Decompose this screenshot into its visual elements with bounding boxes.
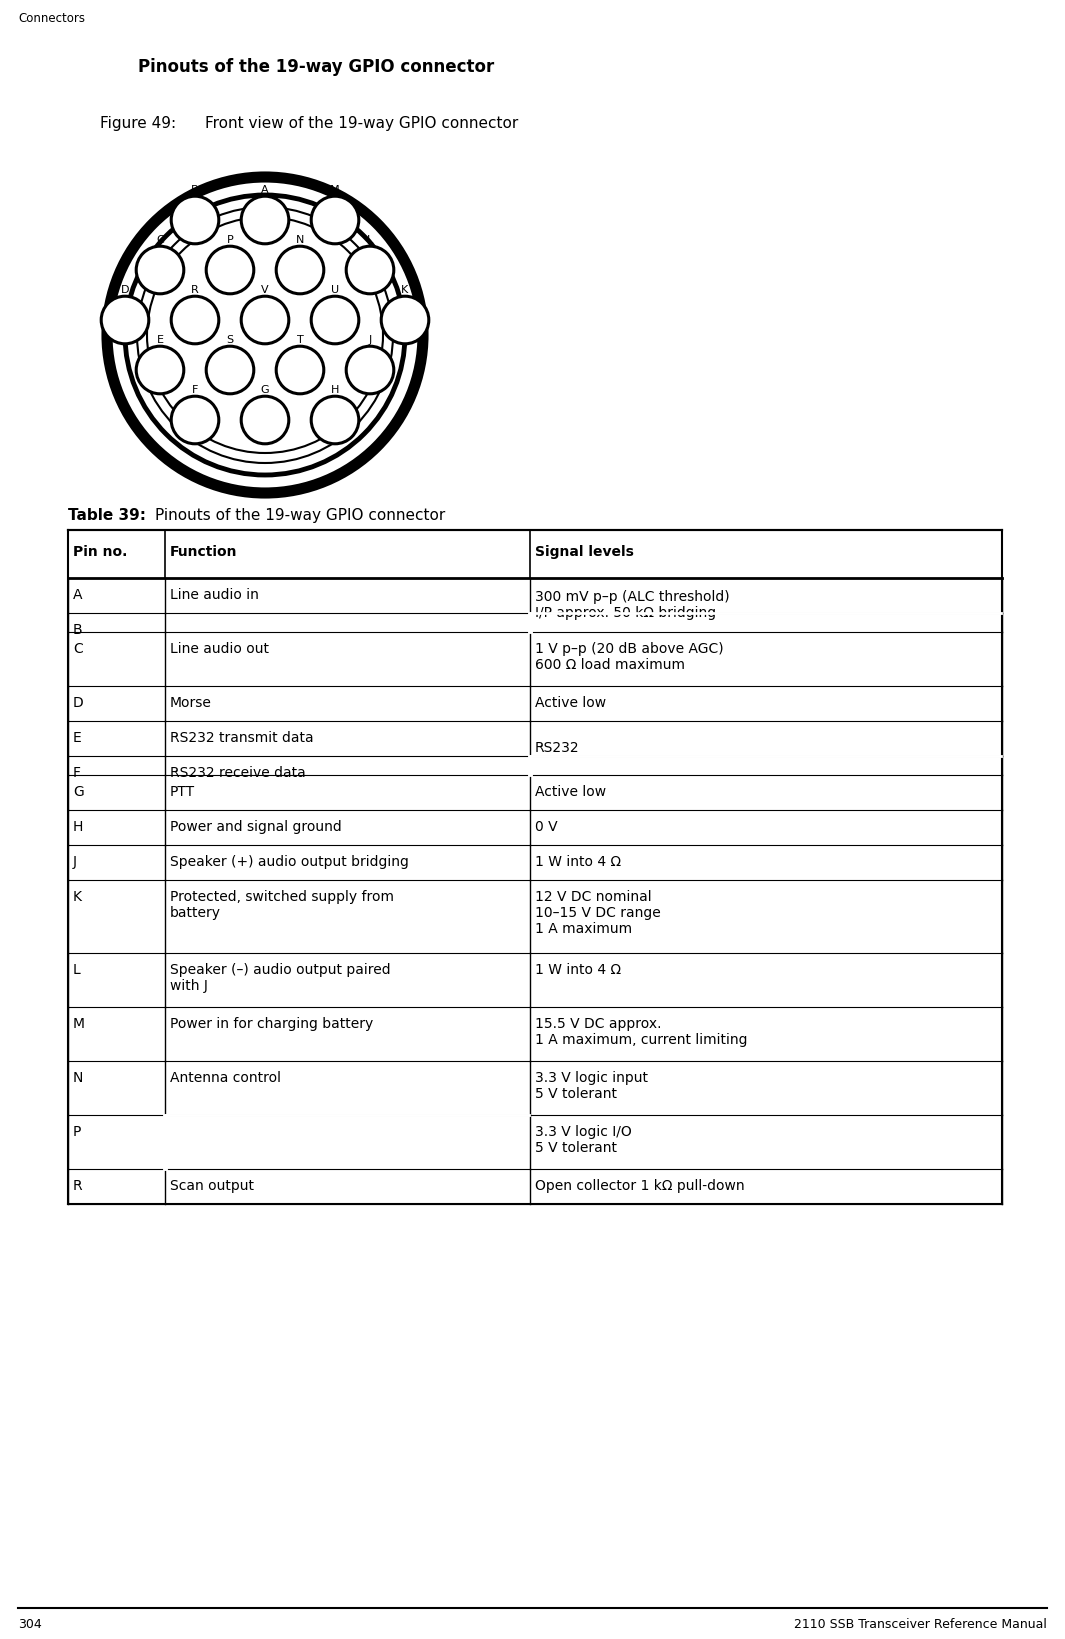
- Text: T: T: [297, 336, 304, 346]
- Text: Active low: Active low: [535, 697, 606, 710]
- Text: Connectors: Connectors: [18, 11, 85, 25]
- Text: G: G: [73, 785, 84, 798]
- Text: 304: 304: [18, 1618, 42, 1631]
- Text: F: F: [192, 385, 198, 395]
- Text: J: J: [368, 336, 372, 346]
- Text: 1 W into 4 Ω: 1 W into 4 Ω: [535, 964, 621, 977]
- Text: 3.3 V logic I/O
5 V tolerant: 3.3 V logic I/O 5 V tolerant: [535, 1124, 632, 1155]
- Text: K: K: [402, 285, 409, 295]
- Text: Table 39:: Table 39:: [68, 508, 146, 523]
- Circle shape: [171, 197, 218, 244]
- Text: 15.5 V DC approx.
1 A maximum, current limiting: 15.5 V DC approx. 1 A maximum, current l…: [535, 1018, 748, 1047]
- Text: Antenna control: Antenna control: [170, 1070, 281, 1085]
- Text: K: K: [73, 890, 82, 905]
- Text: J: J: [73, 856, 77, 869]
- Circle shape: [207, 346, 253, 393]
- Text: R: R: [73, 1178, 83, 1193]
- Text: Morse: Morse: [170, 697, 212, 710]
- Text: Power in for charging battery: Power in for charging battery: [170, 1018, 373, 1031]
- Text: PTT: PTT: [170, 785, 195, 798]
- Circle shape: [171, 297, 218, 344]
- Circle shape: [207, 246, 253, 293]
- Text: Power and signal ground: Power and signal ground: [170, 820, 342, 834]
- Text: Signal levels: Signal levels: [535, 544, 634, 559]
- Text: L: L: [73, 964, 81, 977]
- Text: Speaker (–) audio output paired
with J: Speaker (–) audio output paired with J: [170, 964, 391, 993]
- Text: P: P: [227, 236, 233, 246]
- Text: Function: Function: [170, 544, 237, 559]
- Circle shape: [311, 297, 359, 344]
- Text: D: D: [120, 285, 129, 295]
- Text: S: S: [227, 336, 233, 346]
- Text: U: U: [331, 285, 339, 295]
- Text: 12 V DC nominal
10–15 V DC range
1 A maximum: 12 V DC nominal 10–15 V DC range 1 A max…: [535, 890, 660, 936]
- Text: A: A: [261, 185, 268, 195]
- Circle shape: [276, 346, 324, 393]
- Text: RS232 receive data: RS232 receive data: [170, 765, 306, 780]
- Text: V: V: [261, 285, 268, 295]
- Text: A: A: [73, 588, 82, 602]
- Text: N: N: [296, 236, 305, 246]
- Text: 2110 SSB Transceiver Reference Manual: 2110 SSB Transceiver Reference Manual: [794, 1618, 1047, 1631]
- Text: P: P: [73, 1124, 81, 1139]
- Circle shape: [381, 297, 429, 344]
- Text: 1 V p–p (20 dB above AGC)
600 Ω load maximum: 1 V p–p (20 dB above AGC) 600 Ω load max…: [535, 642, 723, 672]
- Circle shape: [346, 346, 394, 393]
- Circle shape: [241, 297, 289, 344]
- Circle shape: [171, 397, 218, 444]
- Text: H: H: [73, 820, 83, 834]
- Text: 300 mV p–p (ALC threshold)
I/P approx. 50 kΩ bridging: 300 mV p–p (ALC threshold) I/P approx. 5…: [535, 590, 730, 620]
- Text: Line audio in: Line audio in: [170, 588, 259, 602]
- Text: R: R: [191, 285, 199, 295]
- Text: 0 V: 0 V: [535, 820, 558, 834]
- Text: D: D: [73, 697, 84, 710]
- Text: Pinouts of the 19-way GPIO connector: Pinouts of the 19-way GPIO connector: [155, 508, 445, 523]
- Text: Active low: Active low: [535, 785, 606, 798]
- Text: C: C: [73, 642, 83, 656]
- Text: Front view of the 19-way GPIO connector: Front view of the 19-way GPIO connector: [204, 116, 519, 131]
- Text: H: H: [331, 385, 339, 395]
- Text: E: E: [73, 731, 82, 746]
- Text: Pinouts of the 19-way GPIO connector: Pinouts of the 19-way GPIO connector: [138, 57, 494, 75]
- Text: B: B: [192, 185, 199, 195]
- Text: Pin no.: Pin no.: [73, 544, 128, 559]
- Text: RS232 transmit data: RS232 transmit data: [170, 731, 313, 746]
- Text: E: E: [157, 336, 164, 346]
- Circle shape: [276, 246, 324, 293]
- Circle shape: [241, 197, 289, 244]
- Text: C: C: [157, 236, 164, 246]
- Text: Scan output: Scan output: [170, 1178, 253, 1193]
- Text: 3.3 V logic input
5 V tolerant: 3.3 V logic input 5 V tolerant: [535, 1070, 648, 1101]
- Text: RS232: RS232: [535, 741, 579, 756]
- Text: Line audio out: Line audio out: [170, 642, 269, 656]
- Text: M: M: [73, 1018, 85, 1031]
- Text: F: F: [73, 765, 81, 780]
- Text: B: B: [73, 623, 83, 638]
- Text: Open collector 1 kΩ pull-down: Open collector 1 kΩ pull-down: [535, 1178, 744, 1193]
- Text: L: L: [366, 236, 373, 246]
- Circle shape: [101, 297, 149, 344]
- Text: G: G: [261, 385, 269, 395]
- Text: Figure 49:: Figure 49:: [100, 116, 176, 131]
- Circle shape: [136, 246, 184, 293]
- Circle shape: [147, 216, 383, 452]
- Circle shape: [241, 397, 289, 444]
- Text: M: M: [330, 185, 340, 195]
- Circle shape: [346, 246, 394, 293]
- Text: 1 W into 4 Ω: 1 W into 4 Ω: [535, 856, 621, 869]
- Text: Speaker (+) audio output bridging: Speaker (+) audio output bridging: [170, 856, 409, 869]
- Circle shape: [136, 346, 184, 393]
- Text: Protected, switched supply from
battery: Protected, switched supply from battery: [170, 890, 394, 919]
- Text: N: N: [73, 1070, 83, 1085]
- Circle shape: [311, 197, 359, 244]
- Circle shape: [311, 397, 359, 444]
